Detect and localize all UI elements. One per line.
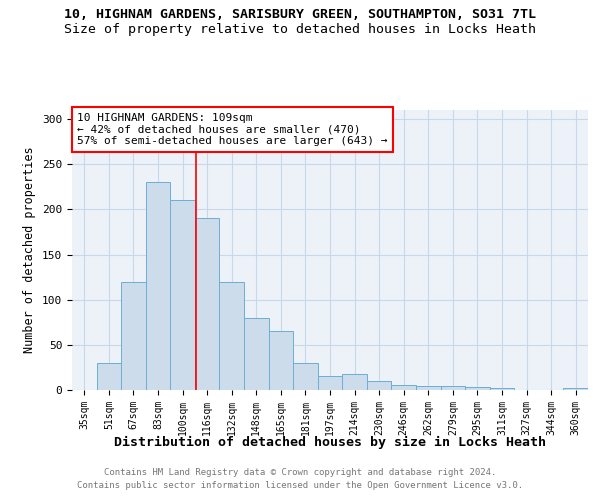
- Text: Distribution of detached houses by size in Locks Heath: Distribution of detached houses by size …: [114, 436, 546, 449]
- Bar: [220, 282, 244, 390]
- Bar: [244, 318, 269, 390]
- Text: 10 HIGHNAM GARDENS: 109sqm
← 42% of detached houses are smaller (470)
57% of sem: 10 HIGHNAM GARDENS: 109sqm ← 42% of deta…: [77, 113, 388, 146]
- Bar: [563, 388, 588, 390]
- Bar: [416, 386, 440, 390]
- Text: Size of property relative to detached houses in Locks Heath: Size of property relative to detached ho…: [64, 22, 536, 36]
- Bar: [121, 282, 146, 390]
- Bar: [170, 200, 195, 390]
- Bar: [391, 384, 416, 390]
- Bar: [440, 386, 465, 390]
- Bar: [342, 374, 367, 390]
- Bar: [465, 388, 490, 390]
- Bar: [490, 388, 514, 390]
- Bar: [97, 363, 121, 390]
- Text: Contains HM Land Registry data © Crown copyright and database right 2024.: Contains HM Land Registry data © Crown c…: [104, 468, 496, 477]
- Bar: [269, 332, 293, 390]
- Bar: [195, 218, 220, 390]
- Y-axis label: Number of detached properties: Number of detached properties: [23, 146, 37, 354]
- Text: 10, HIGHNAM GARDENS, SARISBURY GREEN, SOUTHAMPTON, SO31 7TL: 10, HIGHNAM GARDENS, SARISBURY GREEN, SO…: [64, 8, 536, 20]
- Bar: [367, 381, 391, 390]
- Bar: [293, 363, 318, 390]
- Text: Contains public sector information licensed under the Open Government Licence v3: Contains public sector information licen…: [77, 480, 523, 490]
- Bar: [318, 376, 342, 390]
- Bar: [146, 182, 170, 390]
